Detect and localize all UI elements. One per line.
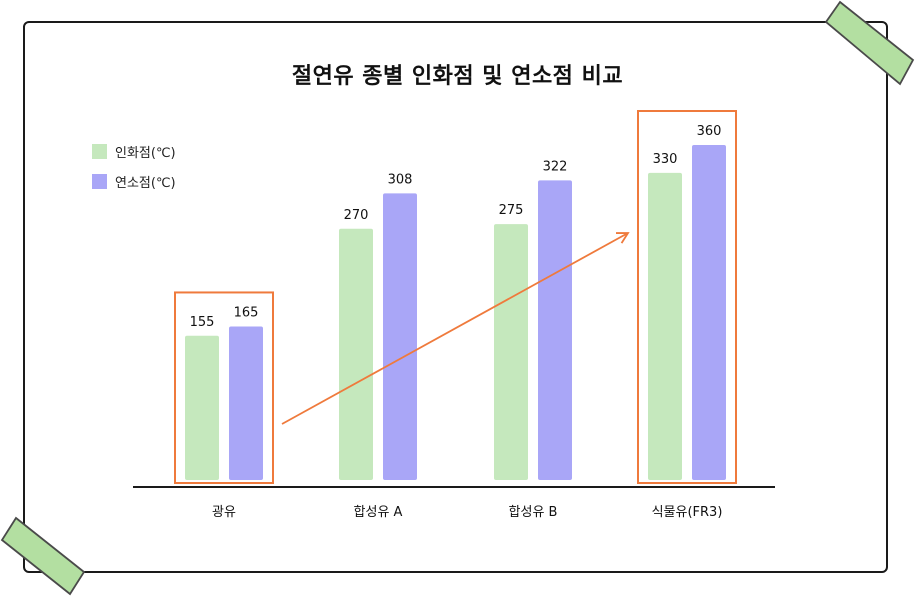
data-label-fire-point-1: 308	[388, 172, 413, 187]
legend-swatch-fire-point	[92, 173, 107, 189]
chart-frame	[23, 21, 888, 573]
tape-top-right	[824, 0, 915, 86]
highlight-box-3	[637, 110, 737, 484]
x-tick-label-1: 합성유 A	[354, 505, 403, 520]
legend-item-fire-point: 연소점(℃)	[92, 170, 176, 192]
data-label-fire-point-3: 360	[697, 124, 722, 139]
chart-title: 절연유 종별 인화점 및 연소점 비교	[291, 64, 624, 89]
data-label-flash-point-2: 275	[499, 203, 524, 218]
bar-flash-point-1	[339, 228, 373, 480]
bar-fire-point-1	[383, 193, 417, 480]
data-label-flash-point-3: 330	[653, 152, 678, 167]
bar-fire-point-0	[229, 326, 263, 480]
x-tick-label-0: 광유	[212, 505, 236, 520]
bar-flash-point-0	[185, 335, 219, 480]
trend-arrow-line	[281, 232, 629, 425]
x-tick-label-3: 식물유(FR3)	[652, 505, 723, 520]
tape-bottom-left	[0, 516, 86, 596]
highlight-box-0	[174, 291, 274, 485]
x-tick-label-2: 합성유 B	[509, 505, 558, 520]
legend-item-flash-point: 인화점(℃)	[92, 140, 176, 162]
data-label-flash-point-0: 155	[190, 315, 215, 330]
data-label-flash-point-1: 270	[344, 208, 369, 223]
trend-arrow-head	[615, 232, 630, 244]
bar-fire-point-3	[692, 145, 726, 480]
bar-fire-point-2	[538, 180, 572, 480]
data-label-fire-point-0: 165	[234, 305, 259, 320]
bar-flash-point-2	[494, 224, 528, 480]
bar-flash-point-3	[648, 172, 682, 480]
legend-label-fire-point: 연소점(℃)	[115, 175, 176, 191]
data-label-fire-point-2: 322	[543, 159, 568, 174]
legend: 인화점(℃) 연소점(℃)	[92, 140, 176, 200]
legend-label-flash-point: 인화점(℃)	[115, 145, 176, 161]
legend-swatch-flash-point	[92, 143, 107, 159]
